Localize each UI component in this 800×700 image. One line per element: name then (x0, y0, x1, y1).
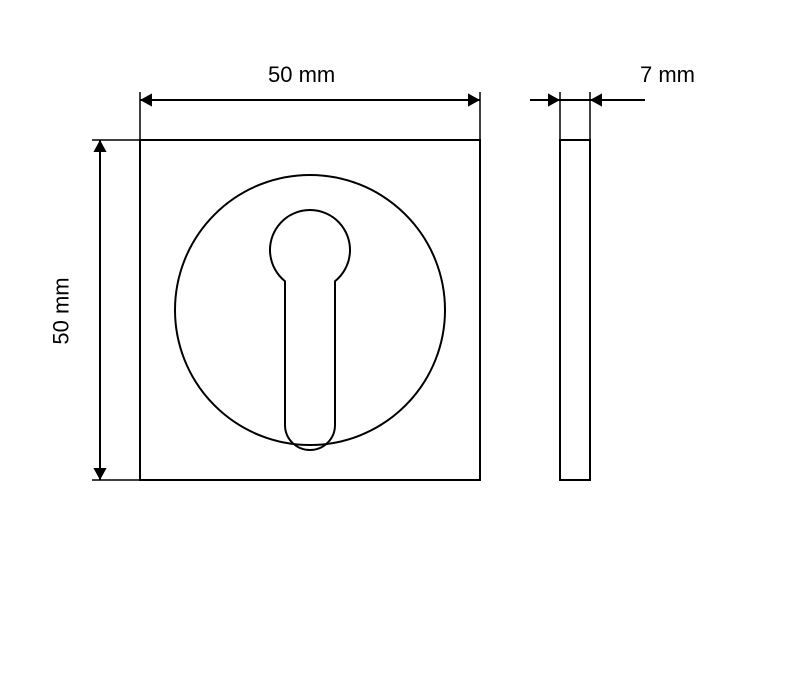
arrowhead (548, 93, 560, 106)
technical-drawing (0, 0, 800, 700)
keyhole (270, 210, 350, 450)
front-square (140, 140, 480, 480)
dim-height-label: 50 mm (49, 277, 75, 344)
dim-thickness-label: 7 mm (640, 62, 695, 88)
arrowhead (93, 468, 106, 480)
arrowhead (590, 93, 602, 106)
side-rect (560, 140, 590, 480)
arrowhead (140, 93, 152, 106)
arrowhead (93, 140, 106, 152)
arrowhead (468, 93, 480, 106)
front-circle (175, 175, 445, 445)
dim-width-label: 50 mm (268, 62, 335, 88)
